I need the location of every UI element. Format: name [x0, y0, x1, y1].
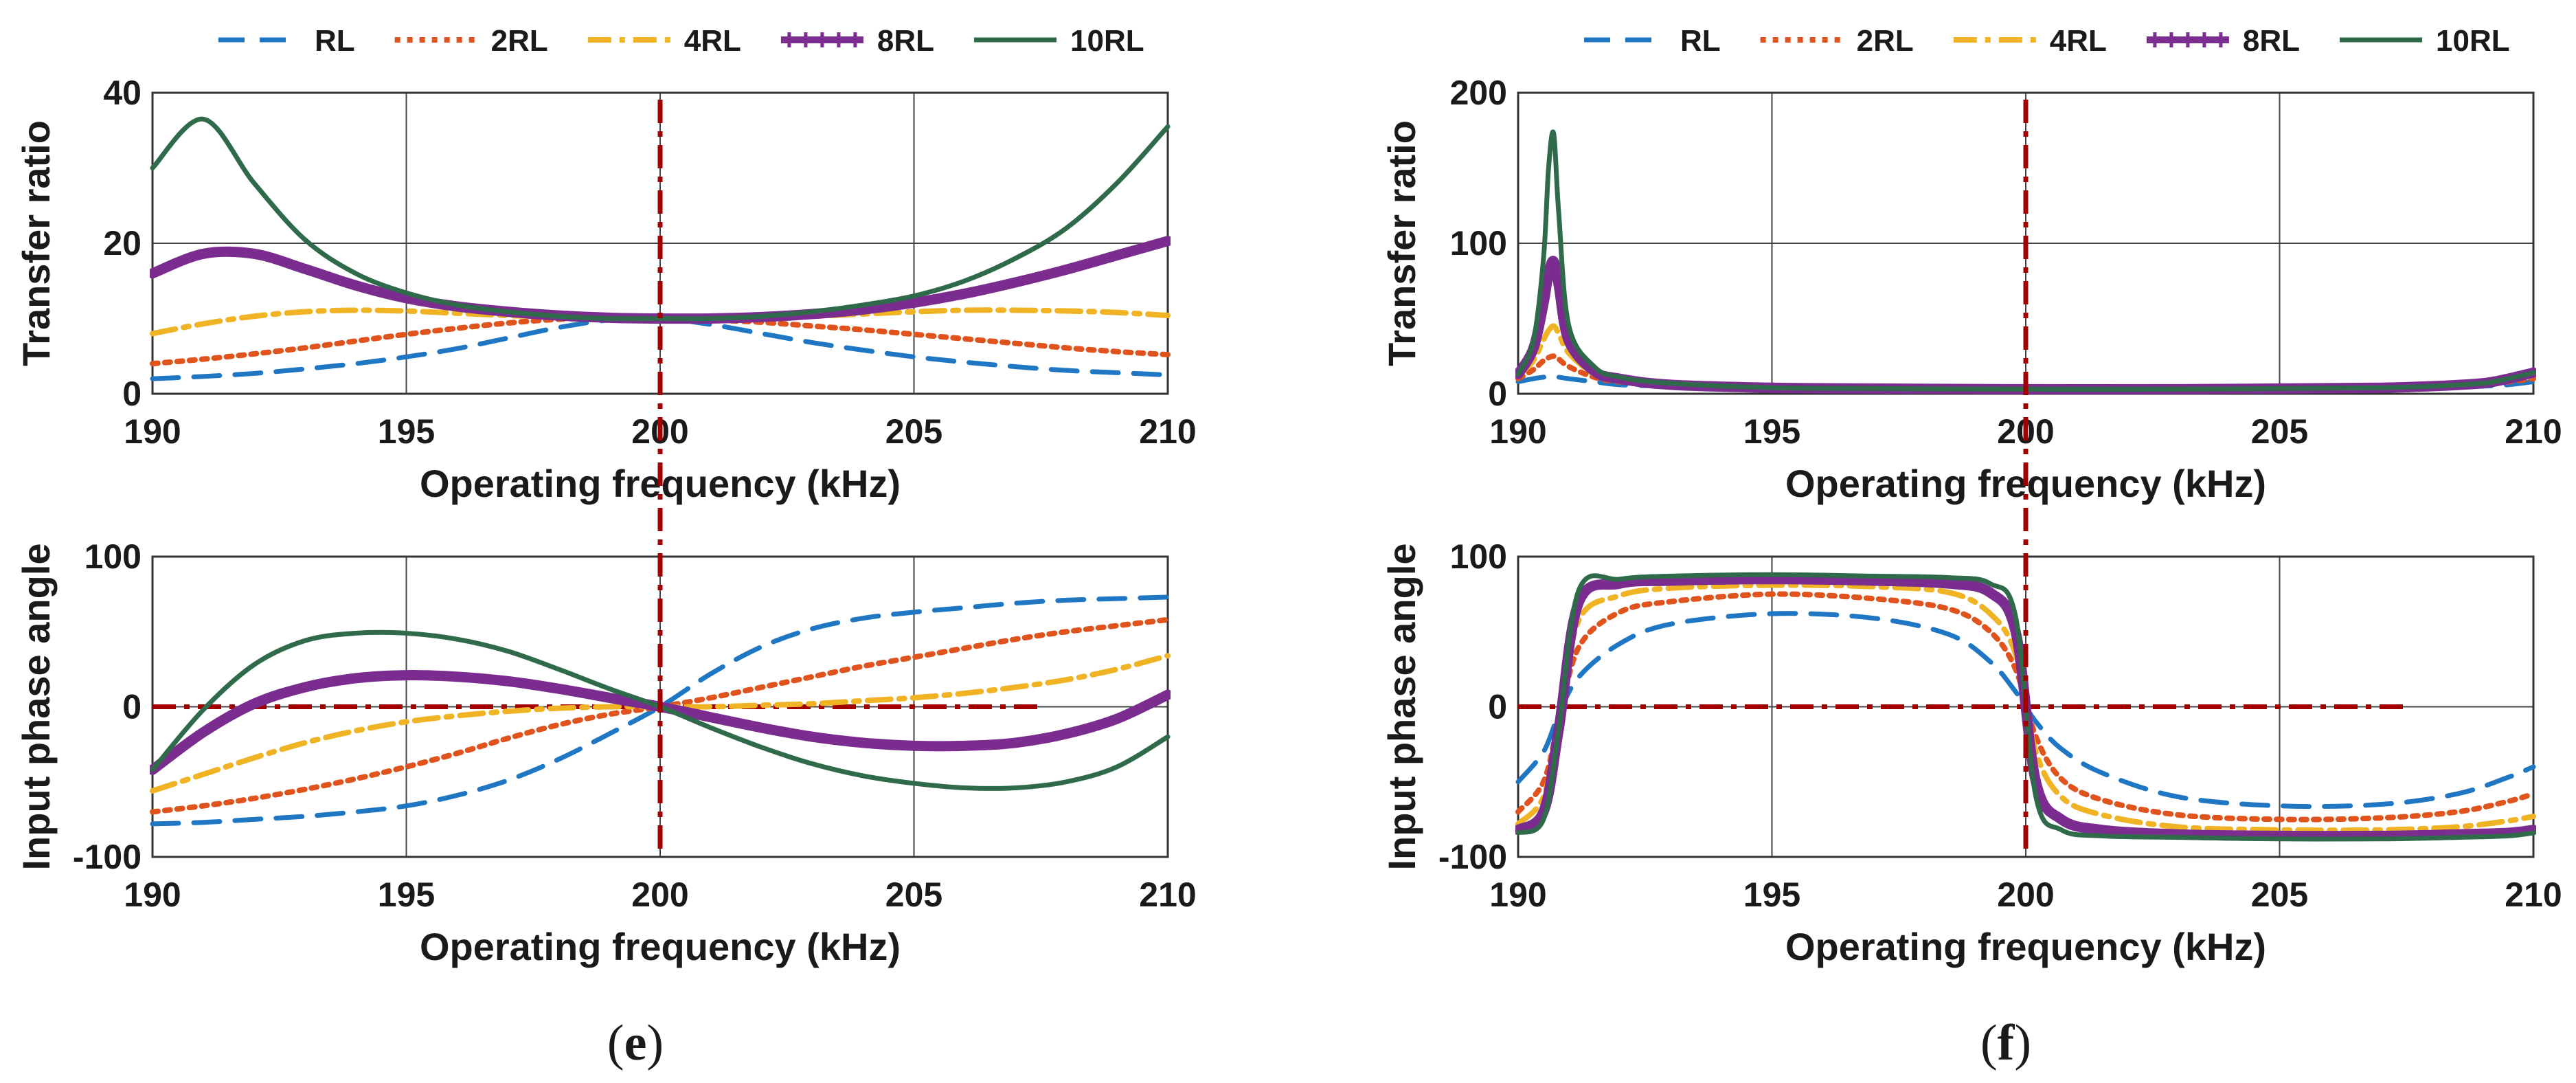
series-group: [1515, 572, 2536, 842]
series-group: [150, 116, 1171, 381]
x-tick-label: 195: [378, 875, 435, 914]
y-tick-label: 0: [1488, 375, 1507, 413]
x-tick-label: 190: [124, 875, 181, 914]
x-tick-label: 190: [1489, 875, 1546, 914]
series-line-RL: [150, 594, 1171, 827]
panel-label-f-letter: f: [1998, 1015, 2015, 1071]
series-line-10RL: [1515, 129, 2536, 392]
series-line-2RL: [1515, 591, 2536, 823]
legend-label-8RL: 8RL: [2243, 24, 2300, 58]
x-tick-label: 210: [2505, 875, 2562, 914]
panel-label-f: (f): [1980, 1015, 2031, 1071]
legend-label-4RL: 4RL: [684, 24, 741, 58]
series-line-10RL: [150, 629, 1171, 791]
y-tick-label: 40: [103, 74, 142, 112]
chart-f-bottom: 190 195 200 205 210 -100 0 100 Operating frequen…: [1380, 537, 2562, 968]
chart-e-bottom: 190 195 200 205 210 -100 0 100 Operating frequen…: [14, 537, 1197, 968]
x-tick-label: 195: [378, 412, 435, 451]
x-tick-label: 205: [885, 875, 942, 914]
series-line-10RL: [150, 116, 1171, 322]
x-axis-title: Operating frequency (kHz): [1785, 925, 2266, 968]
panel-f: 190 195 200 205 210 0 100 200 Operating frequenc…: [1380, 24, 2562, 968]
panel-label-e: (e): [607, 1015, 664, 1071]
legend-label-10RL: 10RL: [1070, 24, 1144, 58]
y-tick-label: 0: [1488, 688, 1507, 726]
x-tick-label: 210: [1139, 875, 1196, 914]
y-tick-label: 100: [1450, 224, 1507, 263]
legend-label-10RL: 10RL: [2436, 24, 2510, 58]
y-tick-label: -100: [73, 838, 142, 876]
y-tick-label: 0: [122, 688, 142, 726]
series-line-RL: [1515, 611, 2536, 810]
legend-label-RL: RL: [315, 24, 355, 58]
x-tick-label: 205: [2251, 875, 2308, 914]
y-axis-title: Input phase angle: [14, 543, 58, 870]
series-group: [1515, 129, 2536, 395]
series-line-4RL: [1515, 582, 2536, 834]
y-axis-title: Transfer ratio: [1380, 120, 1423, 366]
legend-label-4RL: 4RL: [2050, 24, 2107, 58]
y-tick-label: 100: [84, 537, 142, 576]
x-tick-label: 200: [1997, 875, 2054, 914]
x-tick-label: 200: [631, 875, 688, 914]
chart-f-top: 1901952002052100100200Operating frequenc…: [1380, 74, 2562, 505]
x-tick-label: 190: [124, 412, 181, 451]
legend-label-RL: RL: [1680, 24, 1721, 58]
legend-f: RL 2RL 4RL 8RL 10RL: [1584, 24, 2510, 58]
x-tick-label: 195: [1743, 875, 1800, 914]
y-tick-label: 20: [103, 224, 142, 263]
x-tick-label: 195: [1743, 412, 1800, 451]
y-axis-title: Input phase angle: [1380, 543, 1423, 870]
y-tick-label: -100: [1438, 838, 1507, 876]
series-line-10RL: [1515, 572, 2536, 842]
x-tick-label: 210: [1139, 412, 1196, 451]
chart-e-top: 19019520020521002040Operating frequency …: [14, 74, 1197, 505]
x-tick-label: 190: [1489, 412, 1546, 451]
legend-label-8RL: 8RL: [877, 24, 934, 58]
y-axis-title: Transfer ratio: [14, 120, 58, 366]
x-tick-label: 210: [2505, 412, 2562, 451]
y-tick-label: 200: [1450, 74, 1507, 112]
legend-e: RL 2RL 4RL 8RL 10RL: [218, 24, 1144, 58]
x-axis-title: Operating frequency (kHz): [420, 925, 901, 968]
y-tick-label: 0: [122, 375, 142, 413]
panel-e: 190 195 200 205 210 0 20 40 Operating frequency …: [14, 24, 1197, 968]
panel-label-e-letter: e: [624, 1015, 647, 1071]
legend-label-2RL: 2RL: [1857, 24, 1914, 58]
legend-label-2RL: 2RL: [491, 24, 548, 58]
x-tick-label: 205: [885, 412, 942, 451]
y-tick-label: 100: [1450, 537, 1507, 576]
series-line-8RL: [1515, 574, 2536, 842]
x-tick-label: 205: [2251, 412, 2308, 451]
